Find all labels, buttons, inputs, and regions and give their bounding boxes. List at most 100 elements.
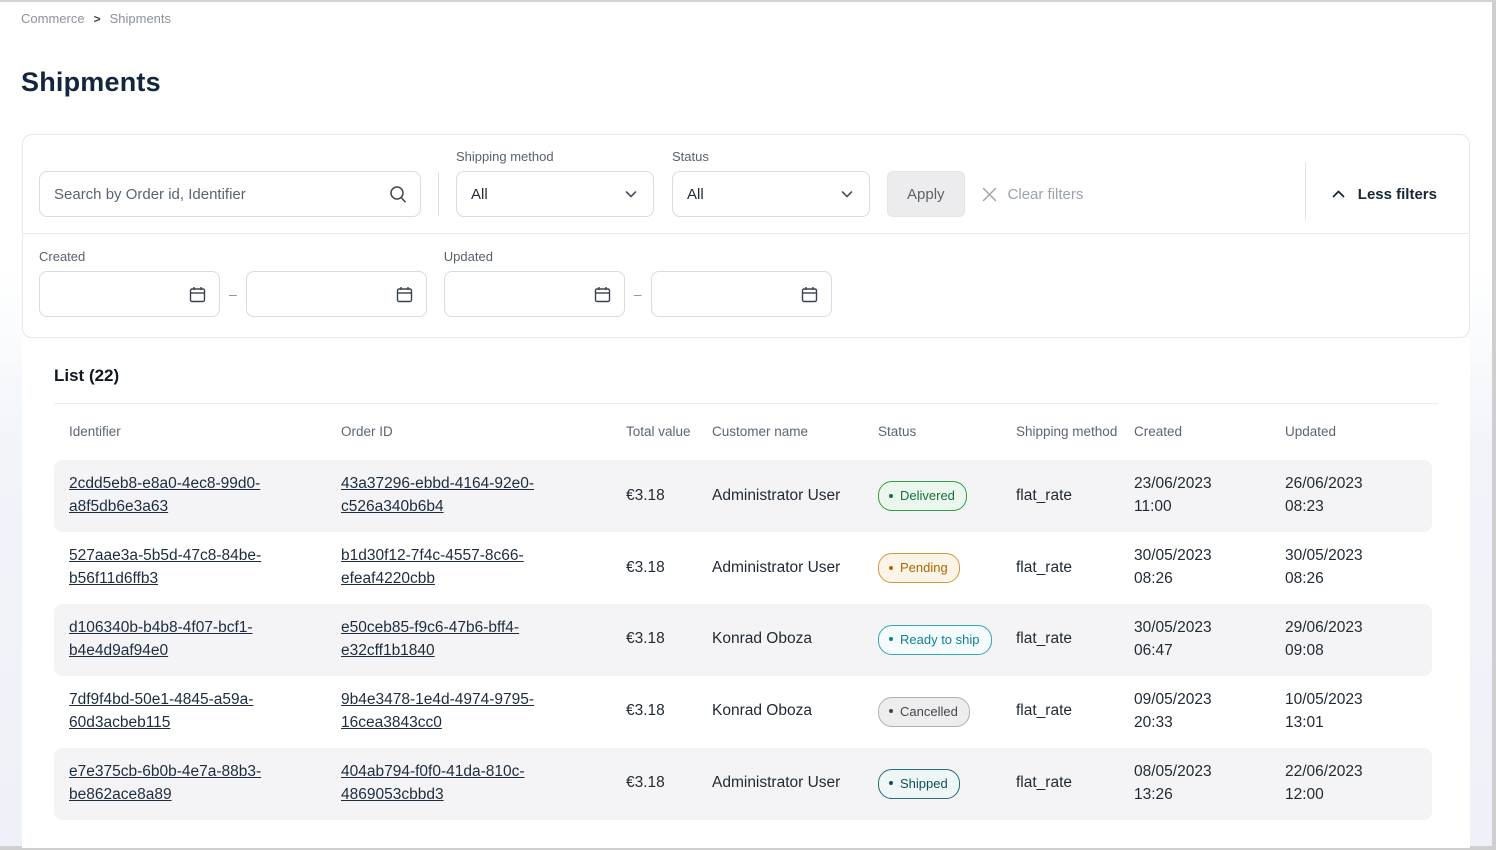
customer-name-cell: Konrad Oboza: [712, 603, 878, 676]
less-filters-toggle[interactable]: Less filters: [1330, 171, 1437, 217]
status-dot-icon: [889, 709, 893, 714]
updated-date-filter: Updated –: [443, 249, 832, 317]
page-title: Shipments: [21, 67, 161, 97]
created-from-input[interactable]: [39, 271, 220, 317]
filters-panel: Shipping method All Status All: [22, 134, 1470, 338]
breadcrumb-item-commerce[interactable]: Commerce: [21, 11, 85, 26]
created-date-filter: Created –: [39, 249, 427, 317]
table-row: d106340b-b4b8-4f07-bcf1-b4e4d9af94e0 e50c…: [54, 603, 1432, 676]
column-header-shipping-method: Shipping method: [1016, 424, 1118, 439]
calendar-icon[interactable]: [395, 285, 414, 304]
shipping-method-value: All: [471, 185, 488, 203]
shipping-method-field: Shipping method All: [456, 149, 654, 217]
column-header-created: Created: [1134, 424, 1183, 439]
identifier-link[interactable]: 527aae3a-5b5d-47c8-84be-b56f11d6ffb3: [69, 547, 262, 588]
total-value-cell: €3.18: [626, 558, 665, 576]
identifier-link[interactable]: d106340b-b4b8-4f07-bcf1-b4e4d9af94e0: [69, 618, 253, 659]
updated-from-field[interactable]: [456, 285, 593, 303]
status-badge: Shipped: [878, 768, 960, 799]
created-cell: 30/05/2023 06:47: [1134, 603, 1285, 676]
status-badge: Cancelled: [878, 696, 970, 727]
identifier-cell: e7e375cb-6b0b-4e7a-88b3-be862ace8a89: [54, 747, 341, 820]
filter-divider-vertical: [1304, 162, 1306, 220]
status-dot-icon: [889, 565, 893, 570]
order-id-cell: 43a37296-ebbd-4164-92e0-c526a340b6b4: [341, 460, 626, 533]
identifier-cell: 7df9f4bd-50e1-4845-a59a-60d3acbeb115: [54, 676, 341, 748]
breadcrumb-separator: >: [93, 11, 101, 26]
status-label: Delivered: [900, 488, 955, 504]
filters-row-dates: Created –: [23, 234, 1469, 337]
search-box: [39, 171, 421, 217]
status-badge: Pending: [878, 552, 960, 584]
order-id-link[interactable]: e50ceb85-f9c6-47b6-bff4-e32cff1b1840: [341, 618, 520, 659]
table-row: 7df9f4bd-50e1-4845-a59a-60d3acbeb115 9b4e…: [54, 676, 1432, 748]
table-header-row: Identifier Order ID Total value Customer…: [54, 404, 1432, 460]
status-label: Status: [672, 149, 709, 164]
list-heading: List (22): [54, 366, 1438, 404]
identifier-link[interactable]: 7df9f4bd-50e1-4845-a59a-60d3acbeb115: [69, 690, 254, 731]
chevron-down-icon: [623, 186, 639, 202]
identifier-cell: d106340b-b4b8-4f07-bcf1-b4e4d9af94e0: [54, 603, 341, 676]
updated-cell: 22/06/2023 12:00: [1285, 747, 1432, 820]
shipments-table: Identifier Order ID Total value Customer…: [54, 404, 1432, 820]
date-range-separator: –: [633, 286, 642, 302]
filters-row-main: Shipping method All Status All: [23, 135, 1469, 233]
shipping-method-cell: flat_rate: [1016, 558, 1073, 576]
created-to-field[interactable]: [258, 285, 395, 303]
shipping-method-select[interactable]: All: [456, 171, 654, 217]
status-badge: Delivered: [878, 481, 967, 512]
status-badge: Ready to ship: [878, 624, 992, 656]
updated-filter-label: Updated: [443, 249, 493, 264]
status-value: All: [687, 185, 704, 203]
order-id-link[interactable]: 43a37296-ebbd-4164-92e0-c526a340b6b4: [341, 475, 535, 516]
calendar-icon[interactable]: [188, 285, 207, 304]
status-dot-icon: [889, 637, 893, 642]
updated-to-input[interactable]: [650, 271, 832, 317]
order-id-link[interactable]: b1d30f12-7f4c-4557-8c66-efeaf4220cbb: [341, 547, 524, 588]
status-select[interactable]: All: [672, 171, 870, 217]
column-header-status: Status: [878, 424, 917, 439]
identifier-link[interactable]: e7e375cb-6b0b-4e7a-88b3-be862ace8a89: [69, 762, 262, 803]
order-id-cell: e50ceb85-f9c6-47b6-bff4-e32cff1b1840: [341, 603, 626, 676]
calendar-icon[interactable]: [800, 285, 819, 304]
updated-to-field[interactable]: [663, 285, 800, 303]
table-row: e7e375cb-6b0b-4e7a-88b3-be862ace8a89 404a…: [54, 747, 1432, 820]
list-panel: List (22) Identifier Order ID Total valu…: [22, 338, 1470, 848]
created-cell: 23/06/2023 11:00: [1134, 460, 1285, 533]
shipping-method-cell: flat_rate: [1016, 702, 1073, 720]
status-label: Shipped: [900, 775, 948, 791]
updated-from-input[interactable]: [443, 271, 625, 317]
status-cell: Cancelled: [878, 676, 1016, 748]
created-cell: 30/05/2023 08:26: [1134, 547, 1212, 588]
updated-cell: 26/06/2023 08:23: [1285, 460, 1432, 533]
identifier-link[interactable]: 2cdd5eb8-e8a0-4ec8-99d0-a8f5db6e3a63: [69, 475, 261, 516]
updated-cell: 29/06/2023 09:08: [1285, 603, 1432, 676]
x-icon: [981, 186, 998, 203]
order-id-link[interactable]: 9b4e3478-1e4d-4974-9795-16cea3843cc0: [341, 690, 535, 731]
created-from-field[interactable]: [52, 285, 188, 303]
customer-name-cell: Administrator User: [712, 558, 841, 576]
chevron-down-icon: [839, 186, 855, 202]
created-cell: 08/05/2023 13:26: [1134, 747, 1285, 820]
search-input[interactable]: [39, 171, 421, 217]
search-icon[interactable]: [388, 184, 408, 204]
calendar-icon[interactable]: [593, 285, 612, 304]
total-value-cell: €3.18: [626, 702, 665, 720]
order-id-cell: 9b4e3478-1e4d-4974-9795-16cea3843cc0: [341, 676, 626, 748]
less-filters-label: Less filters: [1357, 185, 1437, 203]
identifier-cell: 2cdd5eb8-e8a0-4ec8-99d0-a8f5db6e3a63: [54, 460, 341, 533]
chevron-up-icon: [1330, 186, 1347, 203]
clear-filters-button[interactable]: Clear filters: [981, 171, 1083, 217]
column-header-customer-name: Customer name: [712, 424, 809, 439]
date-range-separator: –: [229, 286, 237, 302]
column-header-identifier: Identifier: [69, 424, 121, 439]
created-cell: 09/05/2023 20:33: [1134, 690, 1212, 731]
shipping-method-cell: flat_rate: [1016, 603, 1134, 676]
filter-divider-vertical: [438, 172, 439, 216]
filter-divider-horizontal: [23, 233, 1469, 234]
customer-name-cell: Konrad Oboza: [712, 702, 812, 720]
created-to-input[interactable]: [245, 271, 427, 317]
order-id-link[interactable]: 404ab794-f0f0-41da-810c-4869053cbbd3: [341, 762, 525, 803]
apply-button[interactable]: Apply: [887, 171, 965, 217]
customer-name-cell: Administrator User: [712, 747, 878, 820]
